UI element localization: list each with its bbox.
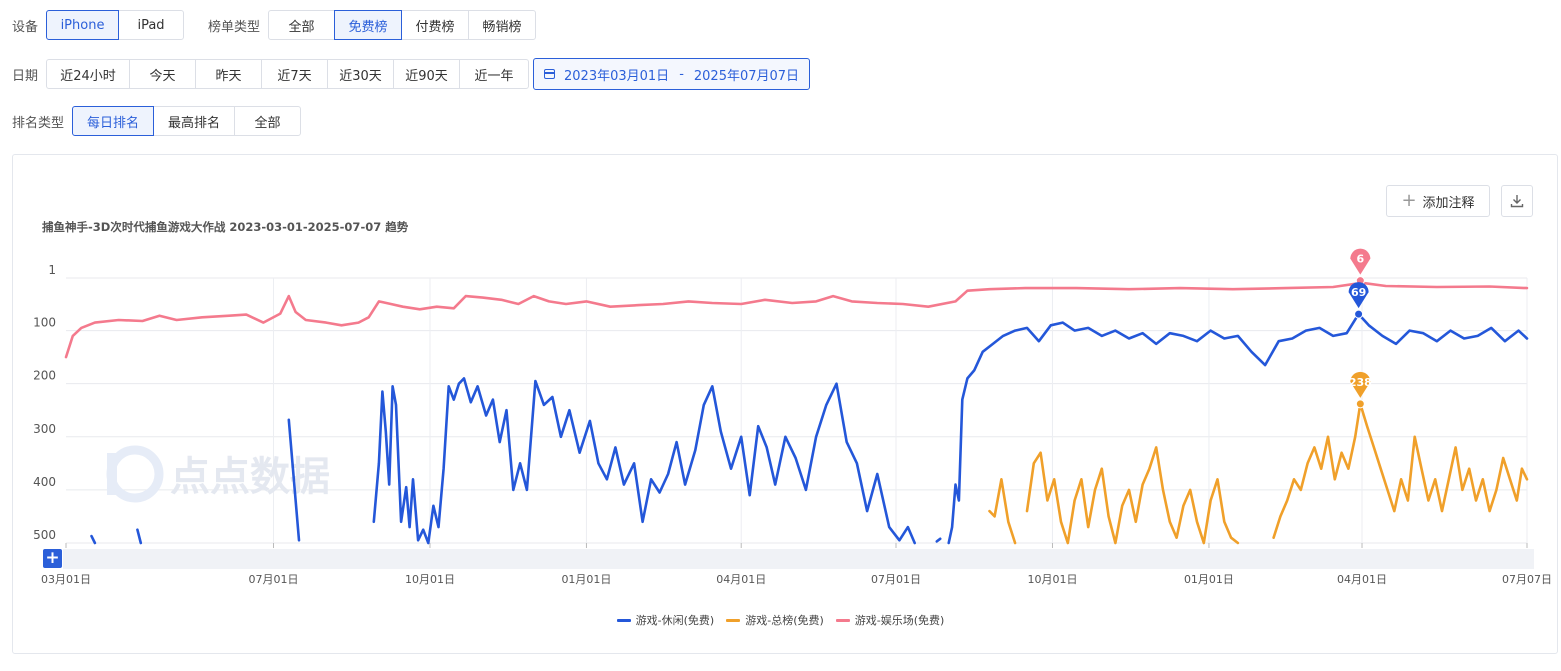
x-tick-label: 04月01日: [716, 573, 766, 586]
marker-pin-icon: [1350, 248, 1371, 275]
marker-label: 69: [1351, 286, 1366, 299]
legend-swatch: [726, 618, 741, 622]
date-range-start: 2023年03月01日: [564, 68, 670, 84]
x-tick-label: 07月07日: [1502, 573, 1552, 586]
date-filter-row: 日期 近24小时 今天 昨天 近7天 近30天 近90天 近一年 2023年03…: [12, 58, 811, 90]
device-button-group: iPhone iPad: [46, 10, 185, 40]
chart-legend: 游戏-休闲(免费) 游戏-总榜(免费) 游戏-娱乐场(免费): [0, 612, 1561, 628]
x-tick-label: 01月01日: [561, 573, 611, 586]
marker-2: 238: [1349, 371, 1372, 409]
list-type-all-button[interactable]: 全部: [268, 10, 336, 40]
marker-label: 238: [1349, 376, 1372, 389]
rank-type-daily-button[interactable]: 每日排名: [72, 106, 155, 136]
y-tick-label: 400: [33, 475, 56, 489]
marker-dot: [1354, 309, 1364, 319]
y-tick-label: 100: [33, 316, 56, 330]
device-filter-row: 设备 iPhone iPad 榜单类型 全部 免费榜 付费榜 畅销榜: [12, 10, 537, 40]
rank-type-button-group: 每日排名 最高排名 全部: [72, 106, 302, 136]
watermark-logo-icon: [106, 445, 164, 503]
legend-swatch: [835, 618, 850, 622]
date-30d-button[interactable]: 近30天: [327, 59, 395, 89]
y-tick-label: 500: [33, 528, 56, 542]
y-tick-label: 300: [33, 422, 56, 436]
date-button-group: 近24小时 今天 昨天 近7天 近30天 近90天 近一年: [46, 59, 530, 89]
x-tick-label: 01月01日: [1184, 573, 1234, 586]
add-note-button[interactable]: + 添加注释: [1386, 185, 1490, 217]
legend-label: 游戏-娱乐场(免费): [854, 614, 945, 627]
date-yesterday-button[interactable]: 昨天: [195, 59, 263, 89]
device-filter-label: 设备: [12, 19, 39, 35]
x-tick-label: 07月01日: [871, 573, 921, 586]
legend-item[interactable]: 游戏-娱乐场(免费): [835, 612, 945, 628]
series-line-0: [90, 312, 1529, 545]
chart-title: 捕鱼神手-3D次时代捕鱼游戏大作战 2023-03-01-2025-07-07 …: [42, 220, 409, 234]
marker-dot: [1355, 399, 1365, 409]
y-tick-label: 200: [33, 369, 56, 383]
zoom-expand-button[interactable]: +: [43, 549, 62, 568]
marker-pin-icon: [1350, 371, 1371, 398]
trend-chart: 点点数据 1 100 200 300 400 500 03月01日 07月01日 10月01日 0…: [33, 248, 1552, 586]
device-ipad-button[interactable]: iPad: [118, 10, 185, 40]
rank-type-all-button[interactable]: 全部: [234, 106, 302, 136]
list-type-label: 榜单类型: [208, 19, 261, 35]
date-1y-button[interactable]: 近一年: [459, 59, 530, 89]
list-type-button-group: 全部 免费榜 付费榜 畅销榜: [268, 10, 537, 40]
add-note-label: 添加注释: [1422, 195, 1475, 211]
device-iphone-button[interactable]: iPhone: [46, 10, 120, 40]
list-type-grossing-button[interactable]: 畅销榜: [468, 10, 537, 40]
x-tick-label: 10月01日: [1027, 573, 1077, 586]
marker-pin-icon: [1348, 282, 1369, 309]
legend-label: 游戏-休闲(免费): [635, 614, 715, 627]
marker-1: 69: [1348, 282, 1369, 319]
x-tick-label: 03月01日: [41, 573, 91, 586]
x-tick-label: 07月01日: [248, 573, 298, 586]
legend-swatch: [616, 618, 631, 622]
list-type-free-button[interactable]: 免费榜: [334, 10, 403, 40]
marker-0: 6: [1350, 248, 1371, 286]
watermark-text: 点点数据: [170, 454, 330, 500]
date-range-picker[interactable]: 2023年03月01日 - 2025年07月07日: [533, 58, 811, 90]
x-tick-label: 10月01日: [405, 573, 455, 586]
y-tick-label: 1: [48, 263, 56, 277]
chart-axes: 1 100 200 300 400 500 03月01日 07月01日 10月01日 01月01日…: [33, 263, 1552, 586]
list-type-paid-button[interactable]: 付费榜: [401, 10, 470, 40]
legend-item[interactable]: 游戏-休闲(免费): [616, 612, 715, 628]
date-range-end: 2025年07月07日: [693, 68, 800, 84]
download-button[interactable]: [1501, 185, 1533, 217]
zoom-slider-track[interactable]: [63, 549, 1534, 569]
date-24h-button[interactable]: 近24小时: [46, 59, 131, 89]
watermark: 点点数据: [106, 445, 330, 503]
legend-label: 游戏-总榜(免费): [745, 614, 824, 627]
series-line-1: [988, 402, 1529, 545]
x-tick-label: 04月01日: [1337, 573, 1387, 586]
calendar-icon: [544, 69, 556, 79]
marker-label: 6: [1356, 253, 1364, 266]
date-filter-label: 日期: [12, 68, 39, 84]
chart-markers: 6 69 238: [1348, 248, 1372, 409]
date-range-separator: -: [679, 66, 684, 82]
legend-item[interactable]: 游戏-总榜(免费): [726, 612, 824, 628]
chart-series: [64, 281, 1529, 545]
rank-type-label: 排名类型: [12, 115, 65, 131]
chart-grid: [66, 277, 1528, 544]
download-icon: [1510, 195, 1524, 208]
plus-icon: +: [1401, 190, 1417, 211]
chart-card: [12, 154, 1558, 654]
series-line-2: [64, 281, 1529, 359]
date-7d-button[interactable]: 近7天: [261, 59, 329, 89]
rank-type-filter-row: 排名类型 每日排名 最高排名 全部: [12, 106, 302, 136]
